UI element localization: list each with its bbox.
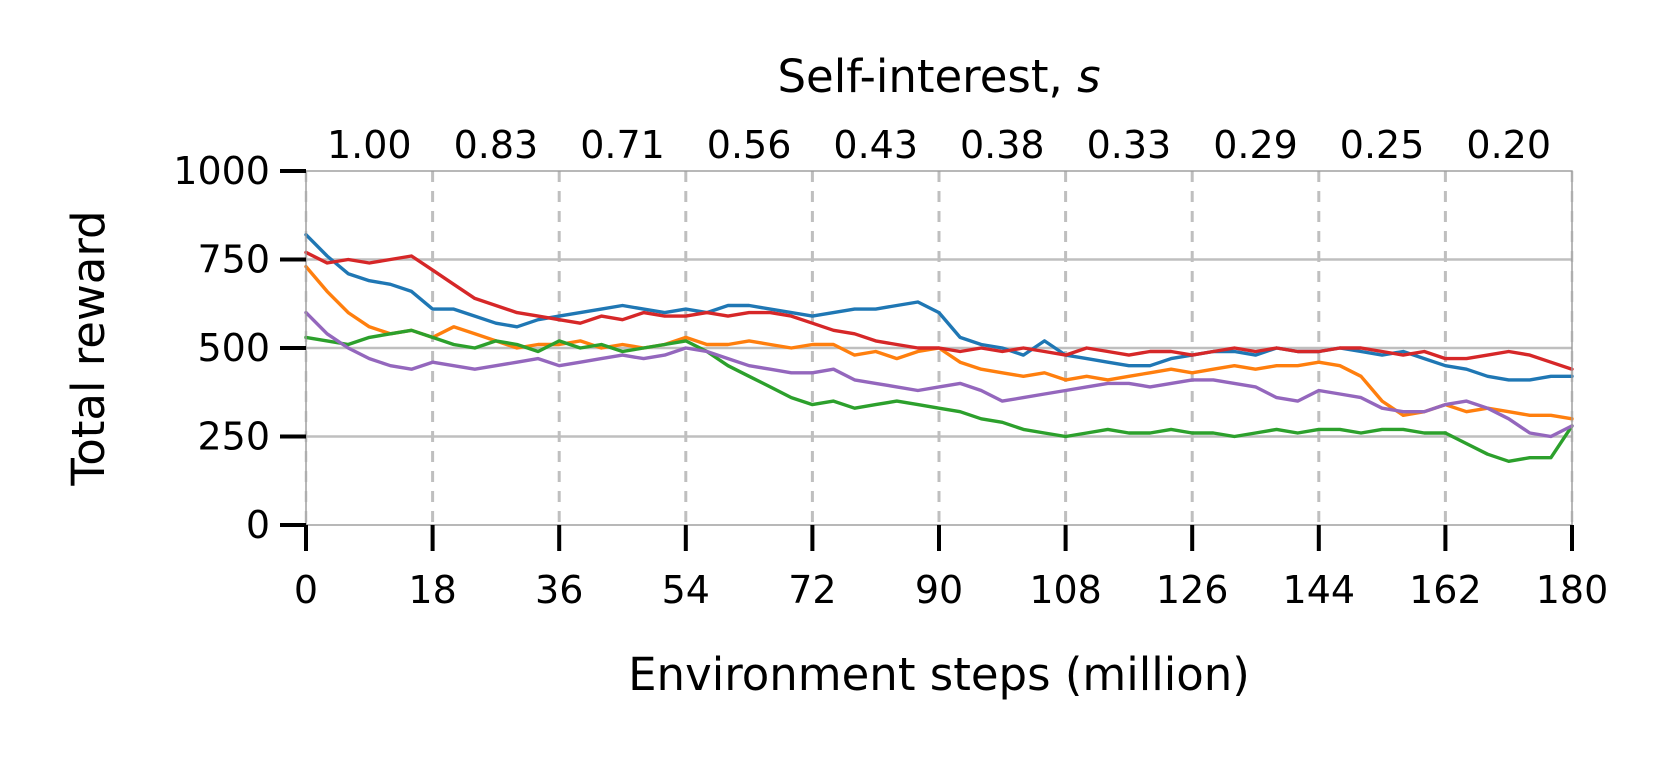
y-tick-label: 750 bbox=[197, 238, 270, 282]
top-tick-label: 0.83 bbox=[454, 123, 539, 167]
top-tick-label: 1.00 bbox=[327, 123, 412, 167]
top-tick-label: 0.56 bbox=[707, 123, 792, 167]
top-tick-label: 0.38 bbox=[960, 123, 1045, 167]
top-axis-title-symbol: s bbox=[1077, 50, 1100, 103]
x-tick-label: 180 bbox=[1536, 568, 1609, 612]
y-axis-title: Total reward bbox=[62, 210, 115, 486]
top-tick-label: 0.20 bbox=[1466, 123, 1551, 167]
top-axis-title-prefix: Self-interest, bbox=[777, 50, 1077, 103]
x-tick-label: 36 bbox=[535, 568, 583, 612]
x-tick-label: 144 bbox=[1283, 568, 1356, 612]
axis-layer: 0 18 36 54 72 90 108 126 144 162 180 0 250 500 750 1000… bbox=[173, 123, 1608, 612]
top-tick-label: 0.29 bbox=[1213, 123, 1298, 167]
x-tick-label: 0 bbox=[294, 568, 318, 612]
top-tick-label: 0.25 bbox=[1340, 123, 1425, 167]
series-layer bbox=[304, 233, 1574, 463]
top-tick-label: 0.71 bbox=[580, 123, 665, 167]
series-line-1 bbox=[304, 233, 1574, 382]
x-tick-label: 54 bbox=[662, 568, 710, 612]
x-tick-label: 108 bbox=[1029, 568, 1102, 612]
y-tick-label: 0 bbox=[246, 503, 270, 547]
x-axis-title: Environment steps (million) bbox=[628, 648, 1250, 701]
x-tick-label: 126 bbox=[1156, 568, 1229, 612]
series-line-3 bbox=[304, 328, 1574, 463]
y-tick-label: 500 bbox=[197, 326, 270, 370]
y-tick-label: 250 bbox=[197, 415, 270, 459]
series-line-4 bbox=[304, 250, 1574, 371]
top-tick-label: 0.33 bbox=[1087, 123, 1172, 167]
top-axis-title: Self-interest, s bbox=[777, 50, 1100, 103]
series-line-5 bbox=[304, 310, 1574, 439]
x-tick-label: 162 bbox=[1409, 568, 1482, 612]
x-tick-label: 72 bbox=[788, 568, 836, 612]
top-tick-label: 0.43 bbox=[833, 123, 918, 167]
x-tick-label: 90 bbox=[915, 568, 963, 612]
y-tick-label: 1000 bbox=[173, 149, 270, 193]
x-tick-label: 18 bbox=[408, 568, 456, 612]
